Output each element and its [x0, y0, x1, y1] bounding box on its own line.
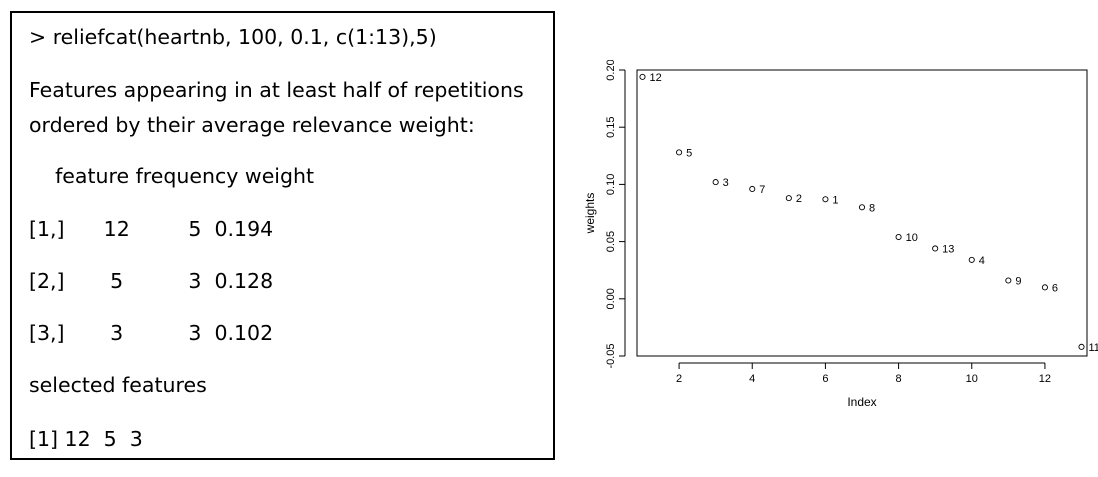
data-point — [822, 196, 829, 203]
data-point — [895, 233, 902, 241]
x-tick-label: 10 — [966, 373, 978, 385]
console-table-header: feature frequency weight — [29, 164, 315, 188]
console-table-row: [2,] 5 3 0.128 — [29, 269, 274, 293]
data-point-label: 7 — [759, 184, 765, 196]
plot-area — [636, 69, 1088, 357]
data-point — [1005, 277, 1012, 284]
data-point — [968, 256, 975, 263]
data-point — [1078, 343, 1085, 350]
r-console-output: > reliefcat(heartnb, 100, 0.1, c(1:13),5… — [10, 11, 555, 460]
x-tick-label: 2 — [676, 373, 682, 385]
data-point-label: 2 — [796, 193, 802, 205]
data-point — [749, 185, 756, 193]
data-point — [676, 149, 683, 156]
console-table-row: [1,] 12 5 0.194 — [29, 217, 274, 241]
x-tick-label: 6 — [822, 373, 828, 385]
x-tick-label: 8 — [896, 373, 902, 385]
weights-scatter-plot: -0.050.000.050.100.150.20 2 4 6 8 10 12 12537… — [583, 60, 1098, 409]
y-tick-label: 0.15 — [605, 116, 617, 137]
data-point-label: 11 — [1089, 342, 1098, 354]
console-command: > reliefcat(heartnb, 100, 0.1, c(1:13),5… — [29, 25, 437, 49]
console-intro-line-2: ordered by their average relevance weigh… — [29, 113, 475, 137]
data-point — [932, 245, 939, 252]
console-table-row: [3,] 3 3 0.102 — [29, 321, 274, 345]
y-tick-label: 0.05 — [605, 231, 617, 252]
x-axis-label: Index — [847, 395, 876, 409]
y-tick-label: 0.10 — [605, 174, 617, 195]
data-point-label: 3 — [723, 177, 729, 189]
y-tick-label: 0.20 — [605, 60, 617, 81]
y-axis: -0.05 0.00 0.05 0.10 0.15 0.20 — [605, 60, 626, 369]
data-point — [712, 179, 719, 186]
y-axis-label: weights — [583, 193, 597, 235]
data-point-label: 4 — [979, 255, 985, 267]
x-tick-label: 12 — [1039, 373, 1051, 385]
console-selected-label: selected features — [29, 373, 207, 397]
y-tick-label: -0.05 — [605, 343, 617, 368]
data-point-label: 6 — [1052, 282, 1058, 294]
data-points: 12 5 3 7 2 1 8 10 13 4 9 6 11 — [639, 72, 1098, 354]
data-point — [639, 73, 646, 80]
data-point — [858, 204, 866, 211]
data-point-label: 13 — [942, 243, 954, 255]
data-point-label: 12 — [649, 72, 661, 84]
y-tick-label: 0.00 — [605, 288, 617, 309]
data-point-label: 8 — [869, 202, 875, 214]
data-point-label: 1 — [832, 194, 838, 206]
data-point-label: 5 — [686, 147, 692, 159]
data-point-label: 9 — [1015, 275, 1021, 287]
data-point — [785, 195, 792, 202]
x-axis: 2 4 6 8 10 12 — [676, 362, 1051, 385]
x-tick-label: 4 — [749, 373, 755, 385]
data-point-label: 10 — [906, 232, 918, 244]
data-point — [1041, 284, 1048, 291]
console-selected-value: [1] 12 5 3 — [29, 427, 143, 451]
console-intro-line-1: Features appearing in at least half of r… — [29, 78, 524, 102]
plot-frame — [636, 69, 1088, 357]
